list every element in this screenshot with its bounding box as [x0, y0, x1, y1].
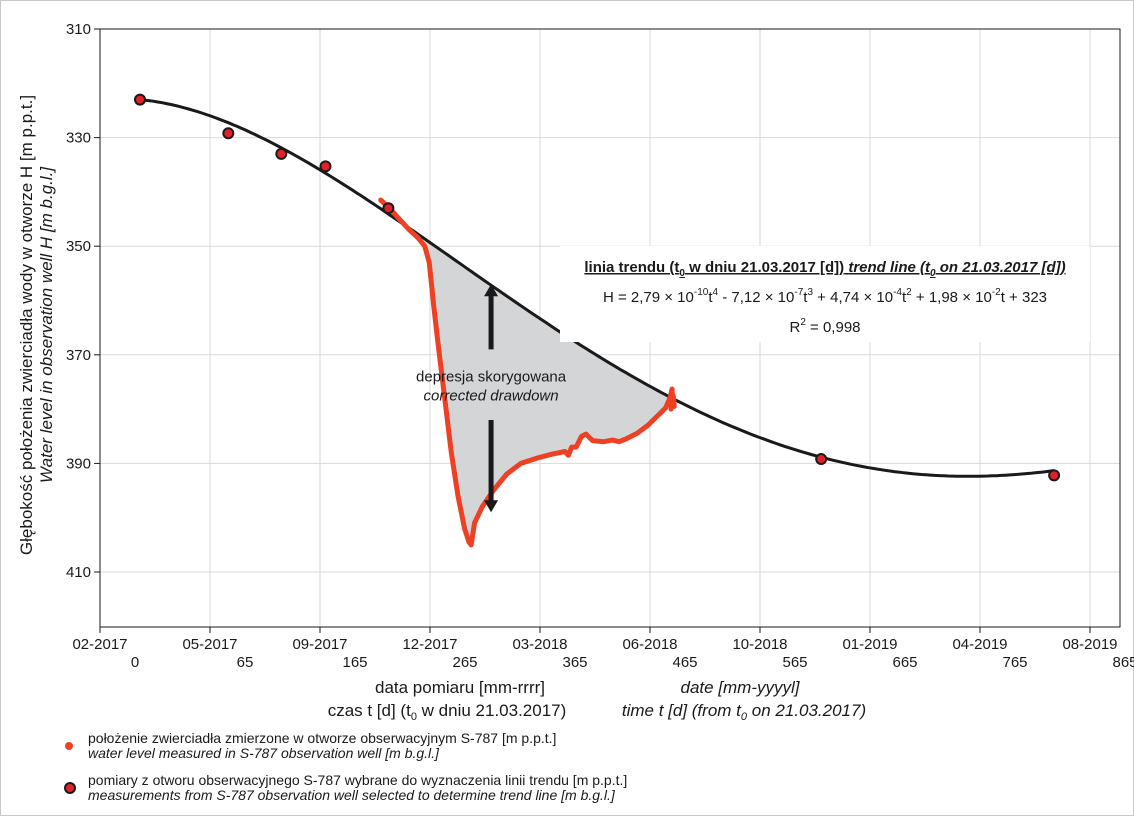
drawdown-area: [424, 239, 673, 545]
x-tick-day: 365: [562, 654, 587, 671]
x-tick-date: 12-2017: [402, 636, 457, 653]
x-tick-date: 05-2017: [182, 636, 237, 653]
eq-t-2: t: [803, 289, 808, 306]
eq-part-5: t + 323: [1001, 289, 1047, 306]
eq-part-1: H = 2,79 × 10: [603, 289, 694, 306]
arrow-up-head: [484, 284, 499, 297]
x-tick-date: 10-2018: [732, 636, 787, 653]
eq-part-3: + 4,74 × 10: [813, 289, 893, 306]
x-time-en-b: on 21.03.2017): [747, 701, 866, 720]
eq-pow-1: 4: [713, 287, 719, 298]
eq-title-en-a: trend line (t: [848, 259, 931, 276]
x-tick-day: 65: [237, 654, 254, 671]
x-tick-day: 865: [1112, 654, 1134, 671]
selected-point: [319, 160, 332, 173]
eq-exp-3: -4: [893, 287, 902, 298]
legend-marker-selected: [64, 782, 76, 794]
r-squared: R2 = 0,998: [789, 317, 860, 336]
eq-pow-3: 2: [906, 287, 912, 298]
x-axis-title-date-pl: data pomiaru [mm-rrrr]: [375, 678, 545, 697]
y-tick-label: 310: [66, 21, 91, 38]
legend-selected-pl: pomiary z otworu obserwacyjnego S-787 wy…: [88, 772, 627, 788]
x-tick-day: 0: [131, 654, 139, 671]
x-tick-date: 04-2019: [952, 636, 1007, 653]
x-tick-day: 165: [342, 654, 367, 671]
eq-exp-2: -7: [794, 287, 803, 298]
annotation-label-pl: depresja skorygowana: [416, 369, 567, 386]
y-tick-label: 410: [66, 564, 91, 581]
x-tick-day: 465: [672, 654, 697, 671]
eq-title-en-sub: 0: [930, 268, 936, 279]
eq-part-2: - 7,12 × 10: [718, 289, 794, 306]
eq-exp-1: -10: [694, 287, 709, 298]
y-tick-label: 330: [66, 130, 91, 147]
x-time-en-a: time t [d] (from t: [622, 701, 742, 720]
eq-title-en-b: on 21.03.2017 [d]): [936, 259, 1066, 276]
selected-point: [382, 202, 395, 215]
r2-a: R: [789, 319, 800, 336]
selected-point: [134, 93, 146, 106]
eq-t-1: t: [708, 289, 713, 306]
x-tick-day: 265: [452, 654, 477, 671]
annotation-label-en: corrected drawdown: [424, 388, 559, 405]
legend-selected-en: measurements from S-787 observation well…: [88, 787, 616, 803]
trend-line: [139, 98, 1055, 478]
eq-title-pl-sub: 0: [679, 268, 685, 279]
x-tick-date: 02-2017: [72, 636, 127, 653]
measured-series-line: [378, 197, 677, 548]
selected-points: [134, 93, 1061, 482]
x-axis-title-date-en: date [mm-yyyyl]: [680, 678, 800, 697]
eq-title-pl-a: linia trendu (t: [584, 259, 679, 276]
x-tick-day: 665: [892, 654, 917, 671]
x-tick-date: 09-2017: [292, 636, 347, 653]
x-time-en-sub: 0: [741, 711, 748, 723]
selected-point: [275, 147, 288, 160]
x-axis-title-time-en: time t [d] (from t0 on 21.03.2017): [622, 701, 866, 723]
selected-point: [1048, 469, 1061, 482]
x-tick-date: 03-2018: [512, 636, 567, 653]
y-tick-label: 370: [66, 347, 91, 364]
y-axis-title-en: Water level in observation well H [m b.g…: [37, 166, 56, 483]
y-axis-ticks: 310 330 350 370 390 410: [66, 21, 100, 581]
r2-sup: 2: [800, 317, 806, 328]
x-tick-date: 06-2018: [622, 636, 677, 653]
x-axis-title-time-pl: czas t [d] (t0 w dniu 21.03.2017): [328, 701, 567, 723]
trend-equation: H = 2,79 × 10-10t4 - 7,12 × 10-7t3 + 4,7…: [603, 287, 1047, 306]
selected-point: [222, 127, 235, 140]
drawdown-arrows: [484, 284, 499, 513]
legend: położenie zwierciadła zmierzone w otworz…: [64, 730, 627, 803]
eq-part-4: + 1,98 × 10: [912, 289, 992, 306]
x-tick-date: 08-2019: [1062, 636, 1117, 653]
arrow-down-head: [484, 500, 499, 513]
r2-b: = 0,998: [806, 319, 861, 336]
legend-marker-measured: [65, 742, 73, 750]
legend-measured-en: water level measured in S-787 observatio…: [88, 745, 440, 761]
y-tick-label: 390: [66, 455, 91, 472]
equation-background: [560, 246, 1090, 342]
legend-measured-pl: położenie zwierciadła zmierzone w otworz…: [88, 730, 556, 746]
eq-exp-4: -2: [992, 287, 1001, 298]
eq-t-3: t: [902, 289, 907, 306]
x-time-pl-a: czas t [d] (t: [328, 701, 411, 720]
x-time-pl-b: w dniu 21.03.2017): [417, 701, 566, 720]
trend-equation-title: linia trendu (t0 w dniu 21.03.2017 [d]) …: [584, 259, 1065, 279]
eq-pow-2: 3: [807, 287, 813, 298]
eq-title-pl-b: w dniu 21.03.2017 [d]): [685, 259, 844, 276]
selected-point: [815, 453, 828, 466]
plot-frame: [99, 28, 1121, 628]
y-axis-title-pl: Głębokość położenia zwierciadła wody w o…: [17, 95, 36, 555]
x-tick-day: 565: [782, 654, 807, 671]
x-time-pl-sub: 0: [411, 711, 417, 723]
x-tick-day: 765: [1002, 654, 1027, 671]
x-tick-date: 01-2019: [842, 636, 897, 653]
y-tick-label: 350: [66, 238, 91, 255]
